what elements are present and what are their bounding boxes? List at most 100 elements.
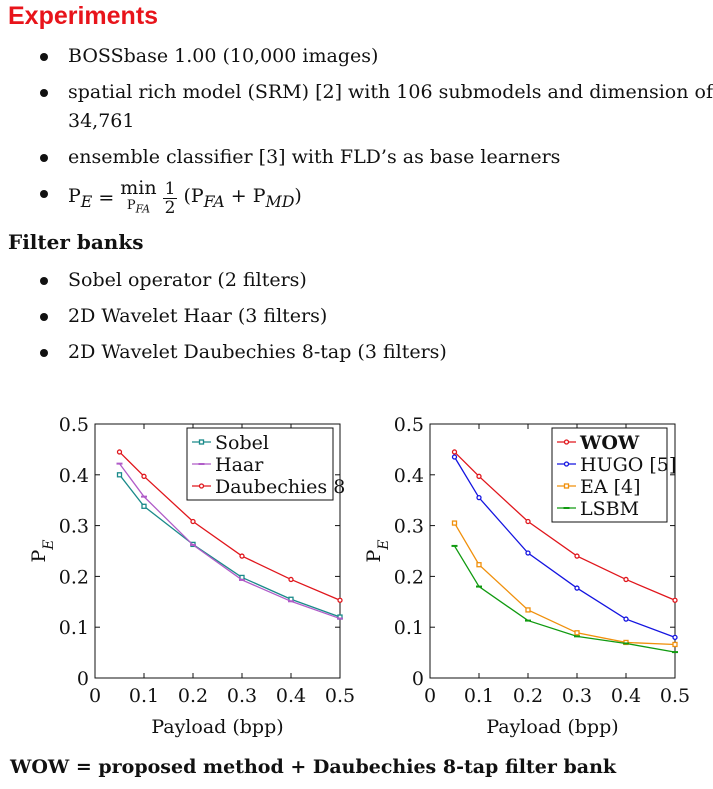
data-point	[190, 518, 196, 525]
formula-plus: + P	[224, 184, 266, 207]
item-text: 2D Wavelet Haar (3 filters)	[68, 305, 328, 327]
formula-fraction: 1 2	[162, 179, 178, 219]
data-point	[476, 495, 482, 501]
formula-item: PE = min PFA 1 2 (PFA + PMD)	[0, 179, 713, 219]
bullet-icon	[40, 190, 48, 198]
list-item: BOSSbase 1.00 (10,000 images)	[0, 42, 713, 71]
formula-op: min	[120, 177, 157, 199]
list-item: 2D Wavelet Haar (3 filters)	[0, 302, 713, 331]
y-tick-label: 0.5	[394, 414, 424, 436]
list-item: spatial rich model (SRM) [2] with 106 su…	[0, 78, 713, 136]
formula-min: min PFA	[120, 179, 156, 219]
data-point	[623, 576, 629, 583]
x-tick-label: 0	[89, 685, 101, 707]
data-point	[451, 449, 458, 455]
item-text: ensemble classifier [3] with FLD’s as ba…	[68, 146, 561, 168]
series-line	[118, 463, 341, 620]
data-point	[623, 616, 629, 622]
formula-close: )	[294, 184, 302, 207]
formula-num: 1	[162, 179, 178, 200]
item-text: 2D Wavelet Daubechies 8-tap (3 filters)	[68, 341, 447, 363]
legend-label: Sobel	[215, 432, 269, 454]
bullet-icon	[40, 313, 48, 321]
bullet-icon	[40, 277, 48, 285]
data-point	[451, 520, 458, 526]
y-tick-label: 0.5	[59, 414, 89, 436]
series-line	[453, 545, 676, 653]
item-text: Sobel operator (2 filters)	[68, 269, 307, 291]
plot-frame	[429, 423, 676, 679]
data-point	[198, 483, 205, 489]
x-axis-label: Payload (bpp)	[151, 716, 283, 738]
x-tick-label: 0.5	[325, 685, 355, 707]
data-point	[141, 503, 147, 509]
filter-banks-heading: Filter banks	[8, 230, 144, 254]
formula-lhs: P	[68, 184, 81, 207]
data-point	[451, 454, 458, 460]
chart-1: 0 0.1 0.2 0.3 0.4 0.5 0 0.1 0.2 0.3 0.4 0.5 Payload …	[28, 414, 355, 738]
legend-label: EA [4]	[580, 476, 641, 498]
x-tick-label: 0.2	[513, 685, 543, 707]
x-tick-label: 0	[424, 685, 436, 707]
data-point	[476, 562, 482, 568]
x-tick-label: 0.1	[464, 685, 494, 707]
filter-banks-list: Sobel operator (2 filters) 2D Wavelet Ha…	[0, 266, 713, 374]
y-tick-label: 0.3	[59, 516, 89, 538]
data-point	[574, 553, 580, 559]
item-text: BOSSbase 1.00 (10,000 images)	[68, 45, 379, 67]
legend-label: HUGO [5]	[580, 454, 676, 476]
pe-formula: PE = min PFA 1 2 (PFA + PMD)	[68, 179, 302, 219]
y-tick-label: 0.1	[394, 617, 424, 639]
formula-eq: =	[98, 187, 115, 210]
y-axis-label-sub: E	[376, 539, 392, 550]
y-axis-label-sub: E	[41, 539, 57, 550]
data-point	[337, 597, 343, 603]
legend-box	[186, 427, 334, 501]
data-point	[116, 472, 123, 478]
data-point	[563, 483, 570, 489]
y-tick-label: 0.2	[394, 566, 424, 588]
formula-den: 2	[164, 198, 176, 219]
y-tick-label: 0.4	[394, 465, 424, 487]
plot-frame	[94, 423, 341, 679]
series-line	[453, 456, 676, 638]
data-point	[116, 449, 123, 455]
series-line	[118, 474, 341, 618]
chart-2: 0 0.1 0.2 0.3 0.4 0.5 0 0.1 0.2 0.3 0.4 0.5 Payload …	[363, 414, 690, 738]
legend-label: Daubechies 8	[215, 476, 345, 498]
x-tick-label: 0.4	[611, 685, 641, 707]
data-point	[288, 576, 294, 583]
experiments-heading: Experiments	[8, 2, 159, 30]
data-point	[563, 461, 570, 467]
series-line	[454, 451, 676, 601]
list-item: Sobel operator (2 filters)	[0, 266, 713, 295]
x-axis-label: Payload (bpp)	[486, 716, 618, 738]
y-axis-label: PE	[363, 539, 392, 562]
legend-label: LSBM	[580, 498, 639, 520]
data-point	[239, 553, 245, 559]
bullet-icon	[40, 53, 48, 61]
formula-rhs-sub2: MD	[265, 191, 295, 211]
legend-label: Haar	[215, 454, 264, 476]
x-tick-label: 0.4	[276, 685, 306, 707]
data-point	[672, 597, 678, 603]
list-item: 2D Wavelet Daubechies 8-tap (3 filters)	[0, 338, 713, 367]
formula-op-sub: P	[126, 198, 136, 213]
data-point	[574, 585, 580, 591]
bullet-icon	[40, 89, 48, 97]
formula-rhs-sub1: FA	[203, 191, 225, 211]
data-point	[563, 439, 570, 445]
y-tick-label: 0.1	[59, 617, 89, 639]
x-tick-label: 0.3	[562, 685, 592, 707]
data-point	[141, 473, 147, 479]
x-tick-label: 0.2	[178, 685, 208, 707]
data-point	[525, 518, 531, 525]
footer-caption: WOW = proposed method + Daubechies 8-tap…	[10, 756, 617, 778]
x-tick-label: 0.1	[129, 685, 159, 707]
y-tick-label: 0.2	[59, 566, 89, 588]
series-line	[119, 451, 341, 601]
data-point	[672, 634, 678, 641]
bullet-icon	[40, 154, 48, 162]
data-point	[525, 607, 531, 613]
bullet-icon	[40, 349, 48, 357]
